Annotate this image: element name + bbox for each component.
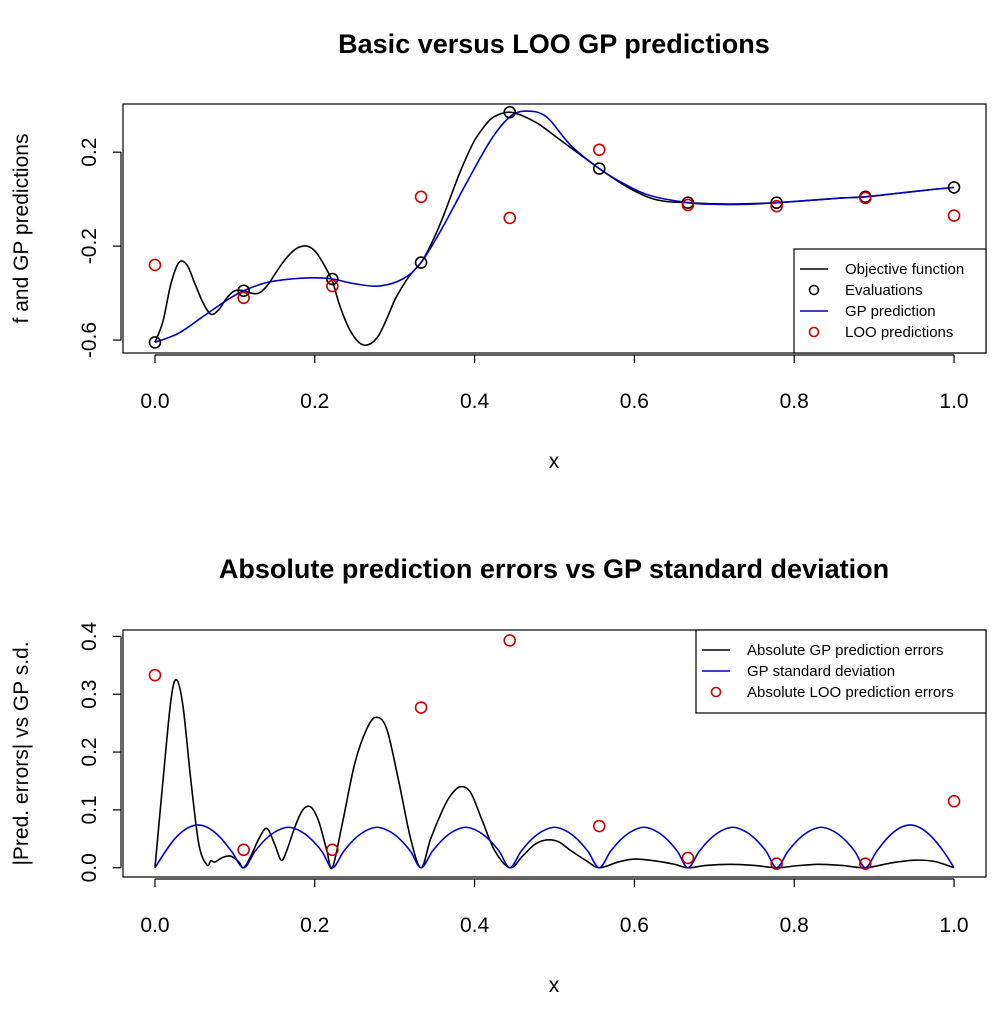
- data-point-evaluations: [414, 256, 428, 269]
- series-line-gp-prediction: [154, 110, 955, 344]
- chart-title: Absolute prediction errors vs GP standar…: [219, 554, 889, 584]
- data-point-absolute-loo-prediction-errors: [414, 701, 428, 714]
- data-point-absolute-loo-prediction-errors: [503, 634, 517, 647]
- legend-box: [793, 248, 987, 354]
- data-point-absolute-loo-prediction-errors: [237, 843, 250, 857]
- x-tick-label: 0.0: [140, 914, 169, 937]
- data-point-loo-predictions: [414, 190, 428, 204]
- y-tick-label: -0.6: [78, 322, 101, 358]
- y-tick-label: 0.4: [78, 621, 101, 651]
- y-tick-label: 0.0: [78, 853, 101, 882]
- data-point-absolute-loo-prediction-errors: [859, 857, 872, 870]
- legend-label: Absolute GP prediction errors: [747, 642, 944, 659]
- data-point-loo-predictions: [326, 279, 339, 293]
- data-point-absolute-loo-prediction-errors: [148, 668, 162, 682]
- x-tick-label: 0.6: [620, 914, 649, 937]
- data-point-evaluations: [592, 162, 606, 175]
- plot-frame: [122, 629, 987, 878]
- data-point-loo-predictions: [770, 199, 783, 213]
- data-point-evaluations: [770, 196, 783, 209]
- y-tick-label: 0.1: [78, 795, 101, 824]
- legend-label: LOO predictions: [845, 324, 953, 341]
- data-point-loo-predictions: [237, 291, 250, 305]
- legend-label: Objective function: [845, 261, 964, 278]
- data-point-absolute-loo-prediction-errors: [770, 857, 783, 870]
- y-tick-label: -0.2: [78, 228, 101, 264]
- plot-frame: [122, 103, 987, 354]
- data-point-evaluations: [326, 272, 339, 286]
- chart-title: Basic versus LOO GP predictions: [338, 29, 770, 59]
- data-point-absolute-loo-prediction-errors: [681, 851, 695, 865]
- y-tick-label: 0.2: [78, 737, 101, 766]
- data-point-loo-predictions: [681, 198, 695, 212]
- data-point-loo-predictions: [592, 143, 606, 157]
- legend: Absolute GP prediction errors GP standard…: [695, 629, 987, 714]
- y-axis-label: f and GP predictions: [10, 134, 33, 324]
- legend-label: GP prediction: [845, 303, 936, 320]
- x-tick-label: 0.4: [460, 914, 490, 937]
- x-tick-label: 0.2: [300, 390, 329, 413]
- data-point-loo-predictions: [947, 209, 961, 222]
- x-tick-label: 1.0: [939, 390, 968, 413]
- data-point-absolute-loo-prediction-errors: [592, 819, 606, 833]
- legend-box: [695, 629, 987, 714]
- legend-label: Evaluations: [845, 282, 923, 299]
- y-tick-label: 0.2: [78, 138, 101, 167]
- x-tick-label: 0.4: [460, 390, 490, 413]
- x-tick-label: 0.8: [780, 914, 809, 937]
- data-point-loo-predictions: [148, 258, 162, 272]
- data-point-evaluations: [503, 105, 517, 119]
- data-point-evaluations: [237, 284, 250, 298]
- data-point-evaluations: [947, 181, 961, 194]
- chart-panel-2: Absolute prediction errors vs GP standar…: [10, 554, 987, 997]
- x-tick-label: 1.0: [939, 914, 968, 937]
- series-line-absolute-gp-prediction-errors: [154, 678, 955, 870]
- x-tick-label: 0.2: [300, 914, 329, 937]
- data-point-absolute-loo-prediction-errors: [326, 843, 339, 857]
- legend-label: Absolute LOO prediction errors: [747, 684, 954, 701]
- x-tick-label: 0.8: [780, 390, 809, 413]
- data-point-absolute-loo-prediction-errors: [947, 794, 961, 808]
- data-point-loo-predictions: [503, 211, 517, 225]
- series-line-gp-standard-deviation: [154, 824, 955, 869]
- legend-key-point: [808, 326, 820, 338]
- x-axis-label: x: [549, 450, 560, 473]
- data-point-evaluations: [148, 336, 162, 349]
- plot-area: [154, 110, 955, 347]
- x-tick-label: 0.0: [140, 390, 169, 413]
- x-tick-label: 0.6: [620, 390, 649, 413]
- data-point-loo-predictions: [859, 191, 872, 205]
- chart-panel-1: Basic versus LOO GP predictions 0.0 0.2 0.4…: [10, 29, 987, 473]
- plot-area: [154, 678, 955, 870]
- legend-label: GP standard deviation: [747, 663, 895, 680]
- legend: Objective function Evaluations GP predicti…: [793, 248, 987, 354]
- legend-key-point: [808, 284, 820, 296]
- y-axis-label: |Pred. errors| vs GP s.d.: [10, 641, 33, 865]
- y-tick-label: 0.3: [78, 680, 101, 709]
- x-axis-label: x: [549, 974, 560, 997]
- legend-key-point: [710, 686, 722, 698]
